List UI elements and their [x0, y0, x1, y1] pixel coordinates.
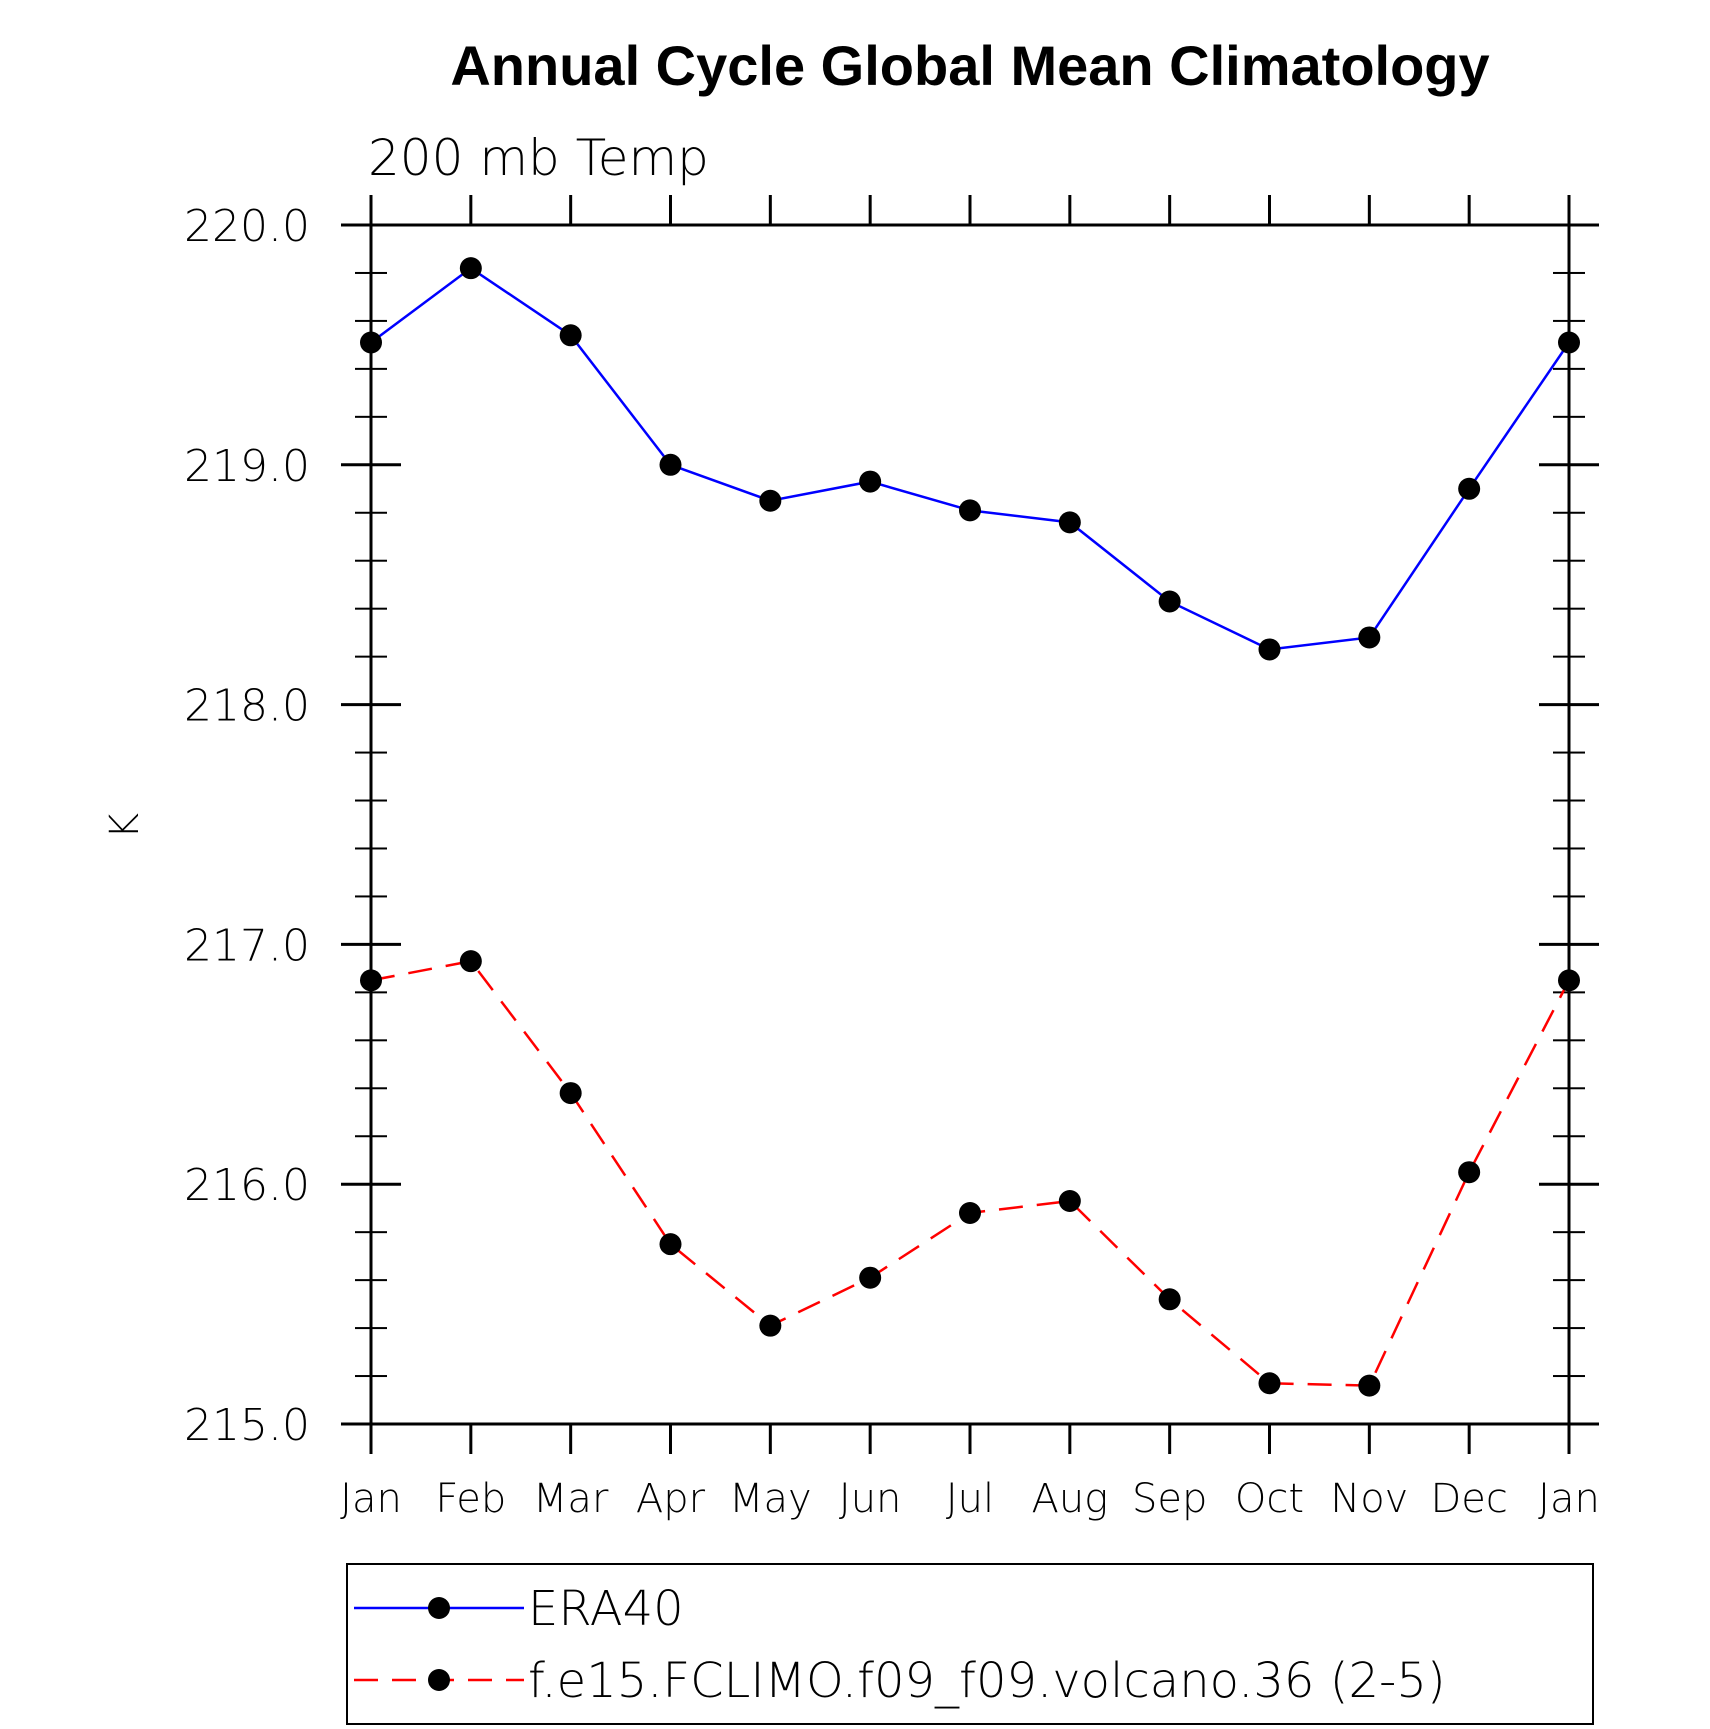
series-1-point: [859, 470, 882, 493]
series-2-point: [459, 950, 482, 973]
x-tick-label: Sep: [1132, 1476, 1207, 1522]
y-tick-label: 218.0: [184, 681, 310, 732]
series-1-point: [659, 453, 682, 476]
y-tick-label: 215.0: [184, 1400, 310, 1451]
y-tick-label: 220.0: [184, 201, 310, 252]
legend-box: [346, 1563, 1594, 1725]
series-2-point: [559, 1082, 582, 1105]
series-line-1: [370, 266, 1571, 651]
legend-label-1: ERA40: [528, 1581, 684, 1637]
series-2-point: [1358, 1374, 1381, 1397]
series-2-point: [1058, 1189, 1081, 1212]
x-tick-label: Jun: [839, 1476, 902, 1522]
x-tick-label: Jul: [946, 1476, 994, 1522]
series-1-point: [559, 324, 582, 347]
legend-marker-1: [428, 1597, 450, 1619]
y-tick-label: 219.0: [184, 441, 310, 492]
chart-title: Annual Cycle Global Mean Climatology: [450, 34, 1489, 97]
series-layer: [360, 257, 1580, 1397]
series-1-point: [1358, 626, 1381, 649]
series-2-point: [360, 969, 382, 992]
x-tick-label: Apr: [636, 1476, 706, 1522]
x-tick-label: Oct: [1235, 1476, 1304, 1522]
series-2-point: [1458, 1161, 1481, 1184]
y-tick-label: 217.0: [184, 920, 310, 971]
x-tick-label: Jan: [1538, 1476, 1600, 1522]
x-tick-label: Aug: [1031, 1476, 1108, 1522]
chart-subtitle: 200 mb Temp: [368, 129, 709, 187]
series-1-point: [1258, 638, 1281, 661]
series-2-point: [859, 1266, 882, 1289]
series-2-point: [1558, 969, 1580, 992]
y-tick-label: 216.0: [184, 1160, 310, 1211]
series-2-point: [659, 1233, 682, 1256]
y-axis-label: K: [102, 813, 148, 839]
axis-ticks: [341, 195, 1599, 1454]
x-tick-label: May: [729, 1476, 812, 1522]
series-1-point: [1558, 331, 1580, 354]
x-tick-label: Dec: [1430, 1476, 1507, 1522]
x-tick-labels: Jan Feb Mar Apr May Jun Jul Aug Sep Oct Nov Dec Jan: [340, 1476, 1600, 1522]
x-tick-label: Feb: [435, 1476, 506, 1522]
legend-label-2: f.e15.FCLIMO.f09_f09.volcano.36 (2-5): [528, 1653, 1446, 1709]
series-1-point: [759, 489, 782, 512]
series-line-2: [370, 959, 1571, 1387]
x-tick-label: Mar: [533, 1476, 609, 1522]
y-tick-labels: 215.0 216.0 217.0 218.0 219.0 220.0: [184, 201, 310, 1451]
series-2-point: [759, 1314, 782, 1337]
legend-marker-2: [428, 1669, 450, 1691]
series-2-point: [1158, 1288, 1181, 1311]
legend: ERA40 f.e15.FCLIMO.f09_f09.volcano.36 (2-…: [354, 1581, 1446, 1709]
series-1-point: [1458, 477, 1481, 500]
series-2-point: [959, 1201, 981, 1224]
x-tick-label: Nov: [1330, 1476, 1408, 1522]
series-1-point: [360, 331, 382, 354]
series-1-point: [1158, 590, 1181, 613]
x-tick-label: Jan: [340, 1476, 402, 1522]
series-1-point: [459, 257, 482, 280]
plot-frame: [369, 223, 1571, 1426]
series-1-point: [1058, 511, 1081, 534]
series-1-point: [959, 499, 981, 522]
series-2-point: [1258, 1372, 1281, 1395]
